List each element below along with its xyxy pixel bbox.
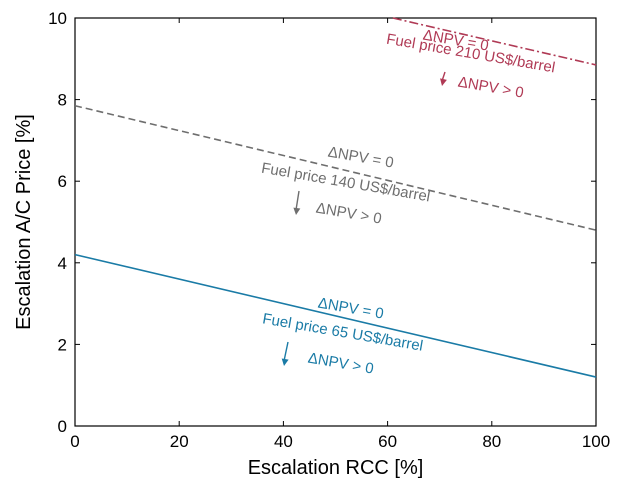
x-tick-label: 80 [482,432,501,451]
annotation-npv-zero-0: ΔNPV = 0 [317,295,385,323]
plot-frame [74,17,597,427]
y-tick-label: 6 [58,172,67,191]
x-tick-label: 40 [274,432,293,451]
y-tick-label: 8 [58,91,67,110]
y-tick-label: 4 [58,254,67,273]
x-axis-label: Escalation RCC [%] [248,457,424,479]
y-tick-label: 10 [48,9,67,28]
series-line-1 [74,104,597,231]
x-tick-label: 0 [70,432,79,451]
arrow-head-icon [293,207,301,215]
series-line-0 [74,253,597,378]
annotation-npv-zero-1: ΔNPV = 0 [327,144,395,172]
y-axis-label: Escalation A/C Price [%] [13,114,35,330]
y-tick-label: 0 [58,417,67,436]
x-tick-label: 100 [582,432,610,451]
arrow-head-icon [281,358,289,366]
annotation-npv-positive-0: ΔNPV > 0 [307,350,375,378]
series-label-1: Fuel price 140 US$/barrel [260,160,431,206]
arrow-head-icon [440,78,447,86]
arrow-down-icon [295,190,300,211]
x-tick-label: 20 [170,432,189,451]
annotation-npv-positive-2: ΔNPV > 0 [457,74,525,102]
y-tick-label: 2 [58,335,67,354]
annotation-npv-positive-1: ΔNPV > 0 [315,200,383,228]
series-line-2 [392,17,597,66]
x-tick-label: 60 [378,432,397,451]
arrow-down-icon [283,341,289,362]
